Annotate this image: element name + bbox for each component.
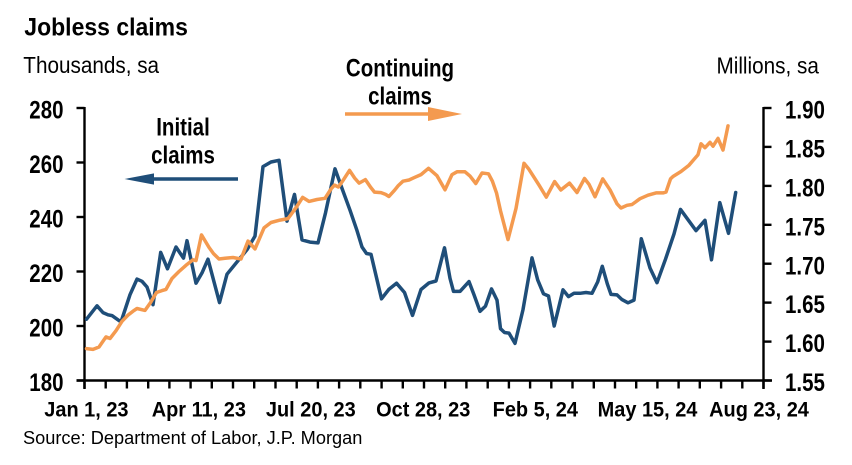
svg-text:1.80: 1.80 bbox=[785, 174, 825, 202]
svg-text:Oct 28, 23: Oct 28, 23 bbox=[376, 398, 470, 422]
svg-text:280: 280 bbox=[29, 96, 63, 124]
svg-text:1.90: 1.90 bbox=[785, 96, 825, 124]
svg-text:1.70: 1.70 bbox=[785, 251, 825, 279]
svg-text:Source: Department of Labor, J: Source: Department of Labor, J.P. Morgan bbox=[23, 428, 362, 448]
svg-text:240: 240 bbox=[29, 205, 63, 233]
svg-text:200: 200 bbox=[29, 314, 63, 342]
svg-text:Apr 11, 23: Apr 11, 23 bbox=[152, 398, 246, 422]
svg-text:Jul 20, 23: Jul 20, 23 bbox=[266, 398, 356, 422]
svg-text:claims: claims bbox=[151, 140, 215, 168]
svg-text:May 15, 24: May 15, 24 bbox=[598, 398, 698, 422]
svg-text:220: 220 bbox=[29, 259, 63, 287]
svg-text:1.65: 1.65 bbox=[785, 290, 825, 318]
svg-text:Continuing: Continuing bbox=[346, 53, 454, 81]
svg-text:Feb 5, 24: Feb 5, 24 bbox=[493, 398, 579, 422]
svg-text:claims: claims bbox=[368, 81, 432, 109]
svg-text:Jobless claims: Jobless claims bbox=[24, 13, 188, 41]
svg-text:Jan 1, 23: Jan 1, 23 bbox=[44, 398, 128, 422]
svg-text:Aug 23, 24: Aug 23, 24 bbox=[709, 398, 809, 422]
svg-text:Millions, sa: Millions, sa bbox=[717, 52, 820, 78]
svg-text:Initial: Initial bbox=[156, 113, 210, 141]
svg-text:1.55: 1.55 bbox=[785, 368, 825, 396]
svg-text:1.85: 1.85 bbox=[785, 135, 825, 163]
svg-text:260: 260 bbox=[29, 150, 63, 178]
svg-text:1.60: 1.60 bbox=[785, 329, 825, 357]
svg-text:Thousands, sa: Thousands, sa bbox=[23, 52, 160, 78]
svg-text:1.75: 1.75 bbox=[785, 212, 825, 240]
svg-text:180: 180 bbox=[29, 368, 63, 396]
